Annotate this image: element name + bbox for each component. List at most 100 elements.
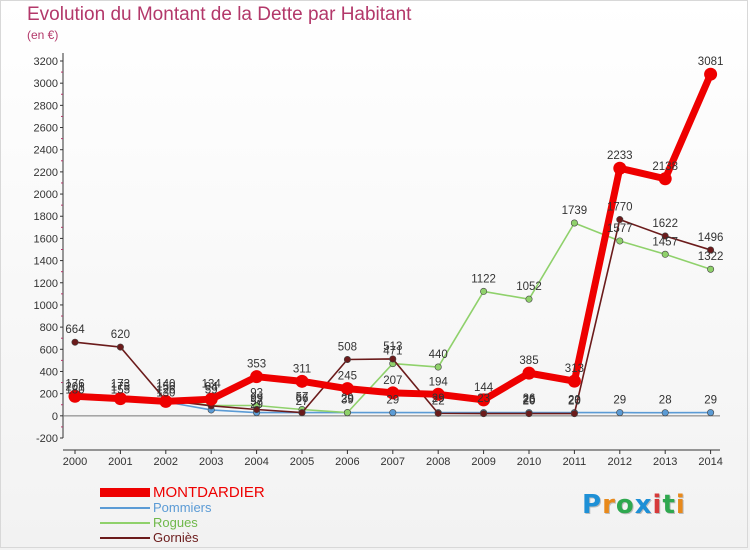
logo-letter: x <box>634 490 653 520</box>
x-tick-label: 2005 <box>290 456 314 468</box>
data-label-overlap: 155 <box>111 384 130 396</box>
x-tick-label: 2003 <box>199 456 223 468</box>
data-label: 28 <box>659 395 672 407</box>
data-label: 353 <box>247 359 266 371</box>
legend-item-rogues: Rogues <box>100 515 265 530</box>
data-label-overlap: 27 <box>296 396 309 408</box>
data-label: 1052 <box>516 281 542 293</box>
data-label: 245 <box>338 371 357 383</box>
data-label-overlap: 175 <box>111 381 130 393</box>
data-point <box>661 409 669 417</box>
data-point <box>707 246 715 254</box>
data-label: 22 <box>432 395 445 407</box>
y-tick-label: 2200 <box>34 167 58 179</box>
data-label-overlap: 57 <box>250 396 263 408</box>
data-label-overlap: 150 <box>156 381 175 393</box>
data-label: 385 <box>519 355 538 367</box>
data-point <box>68 389 82 403</box>
x-tick-label: 2004 <box>244 456 268 468</box>
data-label-overlap: 99 <box>250 393 263 405</box>
legend-label-gornies: Gorniès <box>153 530 199 545</box>
data-label: 207 <box>383 375 402 387</box>
data-point <box>389 355 397 363</box>
y-tick-label: -200 <box>36 433 58 445</box>
data-point <box>570 410 578 418</box>
data-point <box>661 250 669 258</box>
data-point <box>434 363 442 371</box>
data-label: 1496 <box>698 232 724 244</box>
data-point <box>525 410 533 418</box>
data-point <box>159 394 173 408</box>
x-tick-label: 2001 <box>108 456 132 468</box>
data-label-overlap: 130 <box>156 387 175 399</box>
data-label: 39 <box>341 395 354 407</box>
data-label: 93 <box>250 388 263 400</box>
data-point <box>477 393 491 407</box>
data-point <box>707 265 715 273</box>
x-tick-label: 2009 <box>471 456 495 468</box>
data-point <box>480 287 488 295</box>
y-tick-label: 0 <box>52 411 58 423</box>
data-point <box>253 406 261 414</box>
data-point <box>570 219 578 227</box>
data-label: 29 <box>386 395 399 407</box>
data-point <box>71 338 79 346</box>
data-label-overlap: 180 <box>65 384 84 396</box>
data-point <box>250 370 264 384</box>
x-tick-label: 2010 <box>517 456 541 468</box>
y-tick-label: 2000 <box>34 189 58 201</box>
data-label: 57 <box>296 392 309 404</box>
data-point <box>113 392 127 406</box>
data-point <box>616 409 624 417</box>
data-label: 1457 <box>652 236 678 248</box>
x-tick-label: 2008 <box>426 456 450 468</box>
x-tick-label: 2011 <box>563 456 587 468</box>
legend-swatch-rogues <box>100 521 150 524</box>
y-tick-label: 1000 <box>34 300 58 312</box>
y-tick-label: 1400 <box>34 256 58 268</box>
legend-label-pommiers: Pommiers <box>153 500 212 515</box>
data-label-overlap: 126 <box>156 384 175 396</box>
data-label: 311 <box>293 363 311 375</box>
data-label: 29 <box>613 395 626 407</box>
legend-swatch-montdardier <box>100 488 150 497</box>
y-tick-label: 3200 <box>34 56 58 68</box>
data-point <box>616 237 624 245</box>
data-point <box>567 374 581 388</box>
data-point <box>298 409 306 417</box>
y-tick-label: 1200 <box>34 278 58 290</box>
y-tick-label: 1800 <box>34 211 58 223</box>
chart-legend: MONTDARDIER Pommiers Rogues Gorniès <box>100 485 265 545</box>
data-point <box>658 172 672 186</box>
data-point <box>707 409 715 417</box>
data-label: 194 <box>429 376 449 388</box>
data-label: 29 <box>704 395 717 407</box>
data-label: 1577 <box>607 223 633 235</box>
data-label: 144 <box>474 382 494 394</box>
data-point <box>522 366 536 380</box>
y-tick-label: 400 <box>40 366 58 378</box>
y-tick-label: 1600 <box>34 233 58 245</box>
data-point <box>386 386 400 400</box>
y-tick-label: 800 <box>40 322 58 334</box>
data-label-overlap: 140 <box>156 378 175 390</box>
data-label-overlap: 176 <box>65 378 84 390</box>
data-label: 1739 <box>562 205 588 217</box>
data-label-overlap: 201 <box>65 381 84 393</box>
x-tick-label: 2006 <box>335 456 359 468</box>
chart-title: Evolution du Montant de la Dette par Hab… <box>27 4 412 25</box>
logo-letter: t <box>662 490 676 520</box>
data-label: 513 <box>383 341 402 353</box>
data-label: 26 <box>523 395 536 407</box>
data-point <box>525 295 533 303</box>
data-point <box>340 382 354 396</box>
data-point <box>343 409 351 417</box>
legend-item-montdardier: MONTDARDIER <box>100 485 265 500</box>
data-point <box>661 232 669 240</box>
data-label: 313 <box>565 363 584 375</box>
legend-label-montdardier: MONTDARDIER <box>153 484 265 501</box>
x-tick-label: 2007 <box>381 456 405 468</box>
data-point <box>704 67 718 81</box>
chart-subtitle: (en €) <box>27 28 59 42</box>
